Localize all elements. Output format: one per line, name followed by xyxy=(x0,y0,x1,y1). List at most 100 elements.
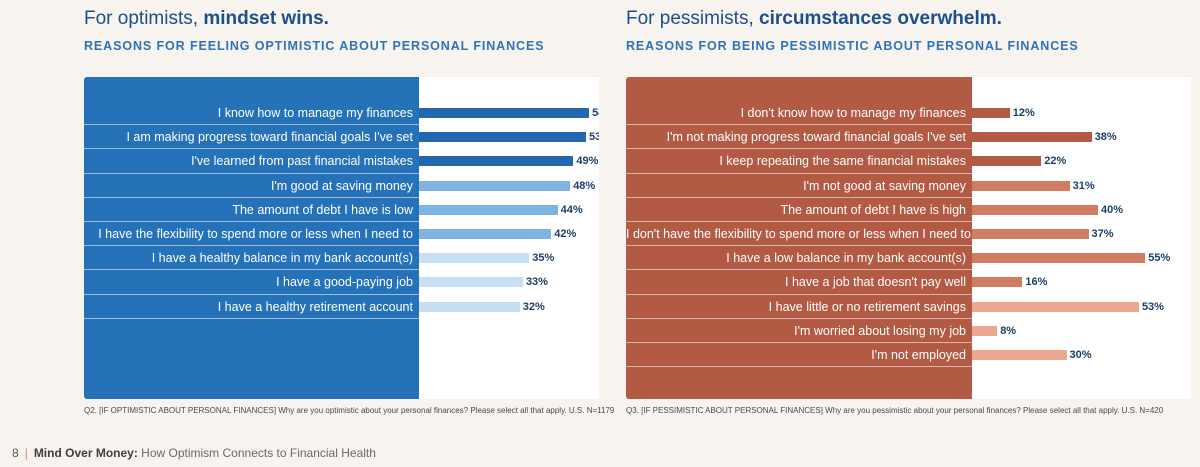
optimist-value-label: 54% xyxy=(592,107,599,119)
pessimist-row: I have little or no retirement savings 53… xyxy=(626,295,1191,319)
pessimist-row: I don't have the flexibility to spend mo… xyxy=(626,222,1191,247)
pessimist-row-divider xyxy=(626,245,972,247)
optimist-value-label: 44% xyxy=(560,203,583,216)
optimist-row: I know how to manage my finances 54% xyxy=(84,101,599,126)
optimist-row-divider xyxy=(84,172,419,174)
optimist-value-label: 33% xyxy=(525,276,548,289)
optimist-category-label: I've learned from past financial mistake… xyxy=(191,154,413,169)
optimist-bar xyxy=(419,132,586,143)
optimist-value-label: 35% xyxy=(532,252,555,265)
pessimist-row: I'm not making progress toward financial… xyxy=(626,125,1191,150)
pessimist-value-label: 53% xyxy=(1141,300,1164,313)
pessimist-row-divider xyxy=(626,341,972,343)
pessimist-row-divider xyxy=(626,124,972,126)
optimist-footnote: Q2. [IF OPTIMISTIC ABOUT PERSONAL FINANC… xyxy=(84,406,615,415)
optimist-row: I've learned from past financial mistake… xyxy=(84,149,599,174)
optimist-bar xyxy=(419,204,558,215)
pessimist-heading-plain: For pessimists, xyxy=(626,8,760,29)
optimist-row: I have the flexibility to spend more or … xyxy=(84,222,599,247)
optimist-row-divider xyxy=(84,245,419,247)
optimist-row: I have a good-paying job 33% xyxy=(84,270,599,295)
pessimist-value-label: 55% xyxy=(1148,252,1171,265)
pessimist-category-label: I'm worried about losing my job xyxy=(794,323,966,338)
optimist-heading-plain: For optimists, xyxy=(84,8,204,29)
pessimist-bar xyxy=(972,132,1092,143)
optimist-heading-bold: mindset wins. xyxy=(203,8,329,29)
optimist-bar xyxy=(419,301,520,312)
pessimist-row: I'm not good at saving money 31% xyxy=(626,174,1191,198)
optimist-chart: I know how to manage my finances 54% I am … xyxy=(84,77,599,399)
pessimist-category-label: I'm not making progress toward financial… xyxy=(666,130,966,145)
report-subtitle: How Optimism Connects to Financial Healt… xyxy=(137,446,376,460)
pessimist-value-label: 12% xyxy=(1012,107,1035,119)
pessimist-value-label: 8% xyxy=(1000,324,1017,337)
pessimist-chart-title: REASONS FOR BEING PESSIMISTIC ABOUT PERS… xyxy=(626,39,1079,53)
pessimist-row: I have a job that doesn't pay well 16% xyxy=(626,270,1191,295)
pessimist-label-column xyxy=(626,77,972,399)
pessimist-heading: For pessimists, circumstances overwhelm. xyxy=(626,8,1002,30)
pessimist-bar xyxy=(972,349,1067,360)
optimist-category-label: I have a healthy balance in my bank acco… xyxy=(151,251,413,266)
pessimist-heading-bold: circumstances overwhelm. xyxy=(759,8,1002,29)
pessimist-category-label: I have a job that doesn't pay well xyxy=(785,275,966,290)
pessimist-bar xyxy=(972,301,1139,312)
optimist-bar xyxy=(419,253,530,264)
optimist-row-divider xyxy=(84,148,419,150)
pessimist-row-divider xyxy=(626,148,972,150)
pessimist-category-label: I don't know how to manage my finances xyxy=(740,106,966,120)
pessimist-value-label: 40% xyxy=(1101,203,1124,216)
optimist-bar xyxy=(419,228,552,239)
pessimist-row-divider xyxy=(626,269,972,271)
pessimist-row-divider xyxy=(626,366,972,368)
pessimist-row-divider xyxy=(626,317,972,319)
optimist-category-label: I know how to manage my finances xyxy=(217,106,413,120)
optimist-row-divider xyxy=(84,220,419,222)
optimist-category-label: The amount of debt I have is low xyxy=(232,202,413,217)
optimist-value-label: 42% xyxy=(554,227,577,240)
pessimist-bar xyxy=(972,156,1042,167)
pessimist-category-label: I have a low balance in my bank account(… xyxy=(726,251,966,266)
pessimist-bar xyxy=(972,108,1010,118)
optimist-bar xyxy=(419,180,571,191)
pessimist-bar xyxy=(972,253,1146,264)
pessimist-row: I'm not employed 30% xyxy=(626,343,1191,368)
optimist-row-divider xyxy=(84,293,419,295)
optimist-row: I'm good at saving money 48% xyxy=(84,174,599,198)
pessimist-row: I keep repeating the same financial mist… xyxy=(626,149,1191,174)
pessimist-row: The amount of debt I have is high 40% xyxy=(626,198,1191,222)
pessimist-bar xyxy=(972,228,1089,239)
optimist-category-label: I have a healthy retirement account xyxy=(217,299,413,314)
optimist-value-label: 53% xyxy=(588,131,599,144)
optimist-bar xyxy=(419,277,523,288)
pessimist-row: I'm worried about losing my job 8% xyxy=(626,319,1191,343)
pessimist-value-label: 16% xyxy=(1025,276,1048,289)
optimist-row-divider xyxy=(84,196,419,198)
pessimist-row: I have a low balance in my bank account(… xyxy=(626,246,1191,271)
optimist-row-divider xyxy=(84,269,419,271)
pessimist-category-label: I keep repeating the same financial mist… xyxy=(719,154,966,169)
pessimist-bar xyxy=(972,325,998,336)
report-title: Mind Over Money: xyxy=(33,446,138,460)
pessimist-row-divider xyxy=(626,293,972,295)
pessimist-chart: I don't know how to manage my finances 12… xyxy=(626,77,1191,399)
pessimist-row-divider xyxy=(626,196,972,198)
pessimist-bar xyxy=(972,180,1070,191)
page-footer: 8 | Mind Over Money: How Optimism Connects… xyxy=(12,446,376,460)
pessimist-row-divider xyxy=(626,220,972,222)
pessimist-value-label: 30% xyxy=(1069,348,1092,361)
optimist-value-label: 48% xyxy=(573,179,596,192)
optimist-category-label: I am making progress toward financial go… xyxy=(126,130,413,145)
pessimist-bar xyxy=(972,204,1098,215)
pessimist-bar xyxy=(972,277,1023,288)
pessimist-category-label: I don't have the flexibility to spend mo… xyxy=(626,226,971,241)
optimist-bar xyxy=(419,156,574,167)
optimist-row-divider xyxy=(84,124,419,126)
pessimist-category-label: The amount of debt I have is high xyxy=(780,202,966,217)
optimist-label-column xyxy=(84,77,419,399)
optimist-rows: I know how to manage my finances 54% I am … xyxy=(84,101,599,319)
pessimist-value-label: 22% xyxy=(1044,155,1067,168)
optimist-chart-title: REASONS FOR FEELING OPTIMISTIC ABOUT PER… xyxy=(84,39,545,53)
optimist-value-label: 49% xyxy=(576,155,599,168)
pessimist-value-label: 38% xyxy=(1094,131,1117,144)
pessimist-footnote: Q3. [IF PESSIMISTIC ABOUT PERSONAL FINAN… xyxy=(626,406,1164,415)
